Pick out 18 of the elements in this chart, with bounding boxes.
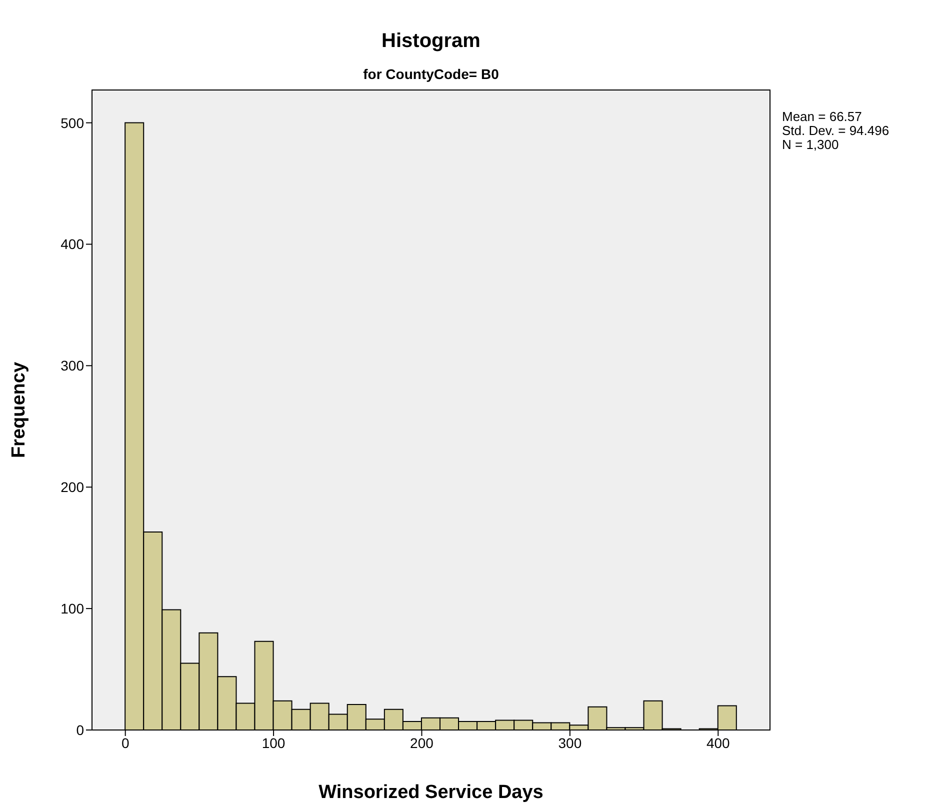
chart-title: Histogram [380,30,482,53]
y-tick-label: 100 [60,600,84,617]
x-tick-label: 100 [262,734,286,751]
y-tick-label: 500 [60,114,84,131]
text: Mean = 66.57 [782,109,863,124]
y-tick-label: 200 [60,479,84,496]
chart-subtitle: for CountyCode= B0 [362,66,500,82]
y-tick-label: 400 [60,236,84,252]
x-tick-label: 0 [121,734,130,751]
text: N = 1,300 [782,137,840,152]
x-tick-label: 200 [410,734,434,751]
y-axis-title: Frequency [8,362,30,458]
y-tick-label: 0 [76,722,84,738]
x-tick-label: 400 [706,734,730,751]
x-tick-label: 300 [558,734,582,751]
y-tick-label: 300 [60,358,84,374]
text: Std. Dev. = 94.496 [782,123,890,138]
x-axis-title: Winsorized Service Days [318,782,544,803]
